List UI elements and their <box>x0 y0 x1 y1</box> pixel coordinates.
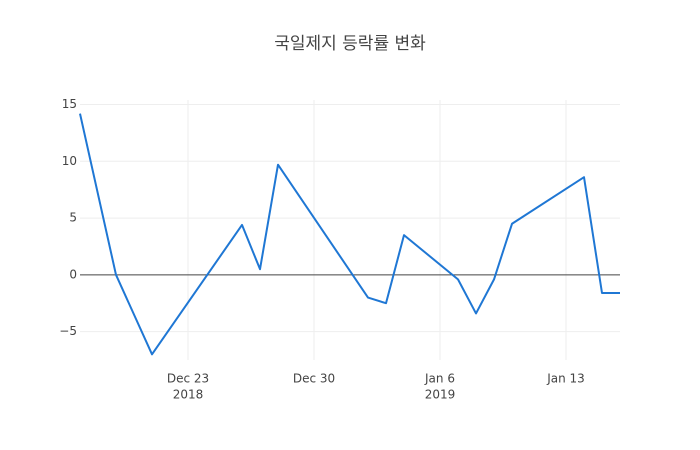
y-tick-label: 10 <box>62 154 77 168</box>
y-tick-label: 0 <box>69 267 77 281</box>
x-tick-label: Jan 6 <box>424 372 455 386</box>
x-tick-label: 2019 <box>425 388 456 402</box>
chart-title: 국일제지 등락률 변화 <box>274 34 426 54</box>
x-tick-label: 2018 <box>173 388 204 402</box>
y-tick-label: 5 <box>69 211 77 225</box>
x-tick-label: Jan 13 <box>546 372 585 386</box>
y-tick-label: 15 <box>62 97 77 111</box>
y-tick-label: −5 <box>59 324 77 338</box>
x-tick-label: Dec 30 <box>293 372 335 386</box>
x-tick-label: Dec 23 <box>167 372 209 386</box>
line <box>79 113 620 356</box>
